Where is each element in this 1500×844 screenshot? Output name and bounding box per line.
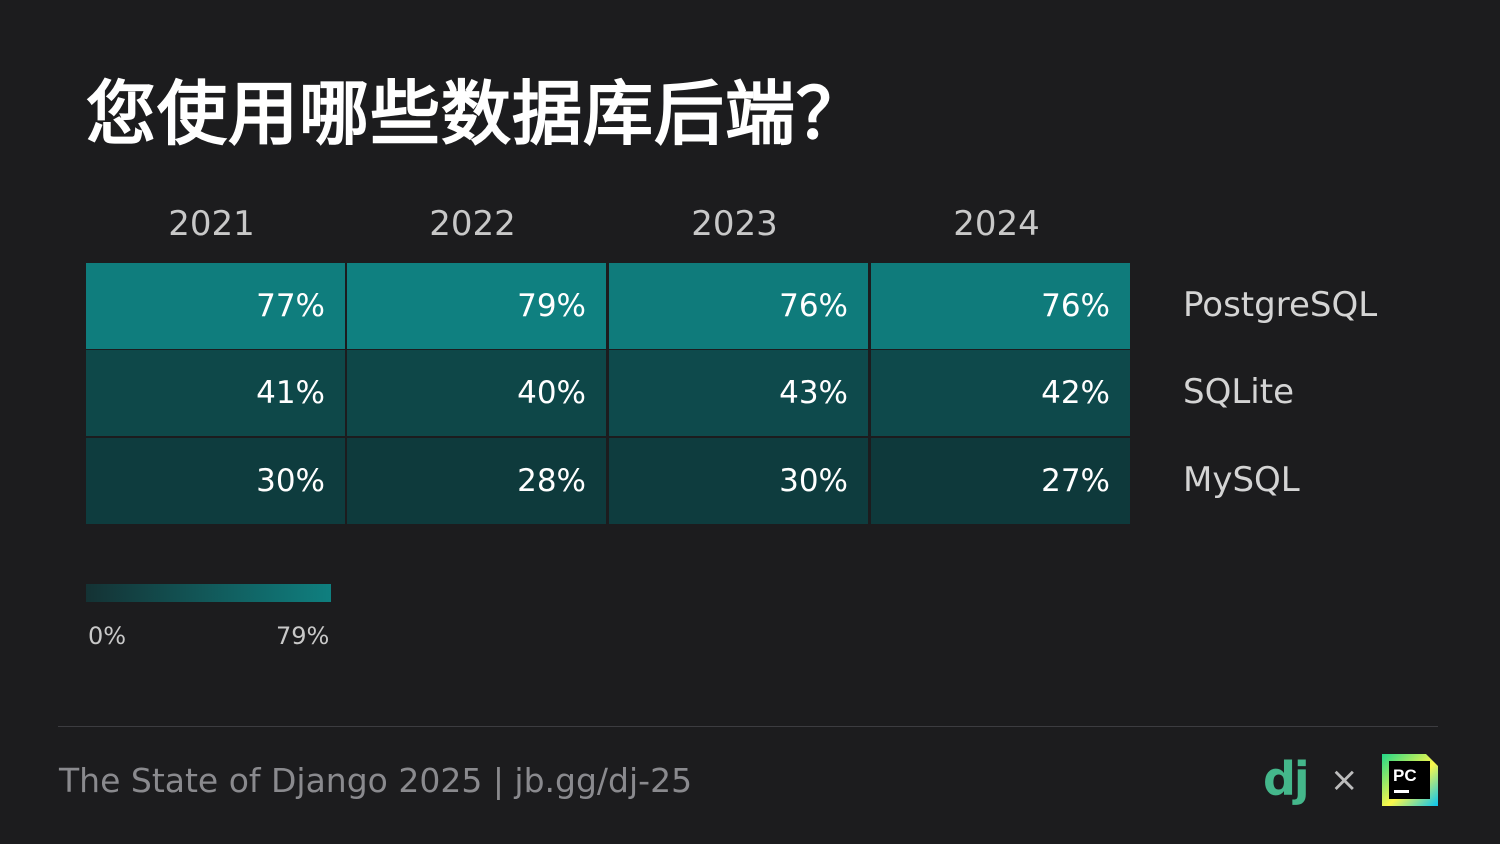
row-label-mysql: MySQL xyxy=(1183,460,1300,500)
pycharm-logo-text: PC xyxy=(1393,766,1417,785)
heatmap-cell: 28% xyxy=(347,438,606,524)
footer-text: The State of Django 2025 | jb.gg/dj-25 xyxy=(59,761,693,800)
color-scale-min-label: 0% xyxy=(88,622,127,650)
heatmap-cell: 42% xyxy=(871,350,1130,436)
django-logo: dj xyxy=(1263,752,1310,806)
page-title: 您使用哪些数据库后端？ xyxy=(86,73,867,155)
heatmap-cell: 76% xyxy=(871,263,1130,349)
column-header-2023: 2023 xyxy=(691,204,778,244)
color-scale-max-label: 79% xyxy=(276,622,330,650)
heatmap-cell: 43% xyxy=(609,350,868,436)
pycharm-logo: PC xyxy=(1382,754,1438,806)
column-header-2022: 2022 xyxy=(429,204,516,244)
column-header-2024: 2024 xyxy=(953,204,1040,244)
heatmap-cell: 77% xyxy=(86,263,345,349)
times-icon: × xyxy=(1330,760,1359,800)
heatmap-cell: 40% xyxy=(347,350,606,436)
heatmap-cell: 27% xyxy=(871,438,1130,524)
heatmap-cell: 30% xyxy=(86,438,345,524)
heatmap-cell: 79% xyxy=(347,263,606,349)
row-label-postgresql: PostgreSQL xyxy=(1183,285,1378,325)
footer-divider xyxy=(58,726,1438,727)
heatmap-cell: 76% xyxy=(609,263,868,349)
heatmap-cell: 30% xyxy=(609,438,868,524)
row-label-sqlite: SQLite xyxy=(1183,372,1294,412)
column-header-2021: 2021 xyxy=(168,204,255,244)
color-scale-bar xyxy=(86,584,331,602)
heatmap-cell: 41% xyxy=(86,350,345,436)
